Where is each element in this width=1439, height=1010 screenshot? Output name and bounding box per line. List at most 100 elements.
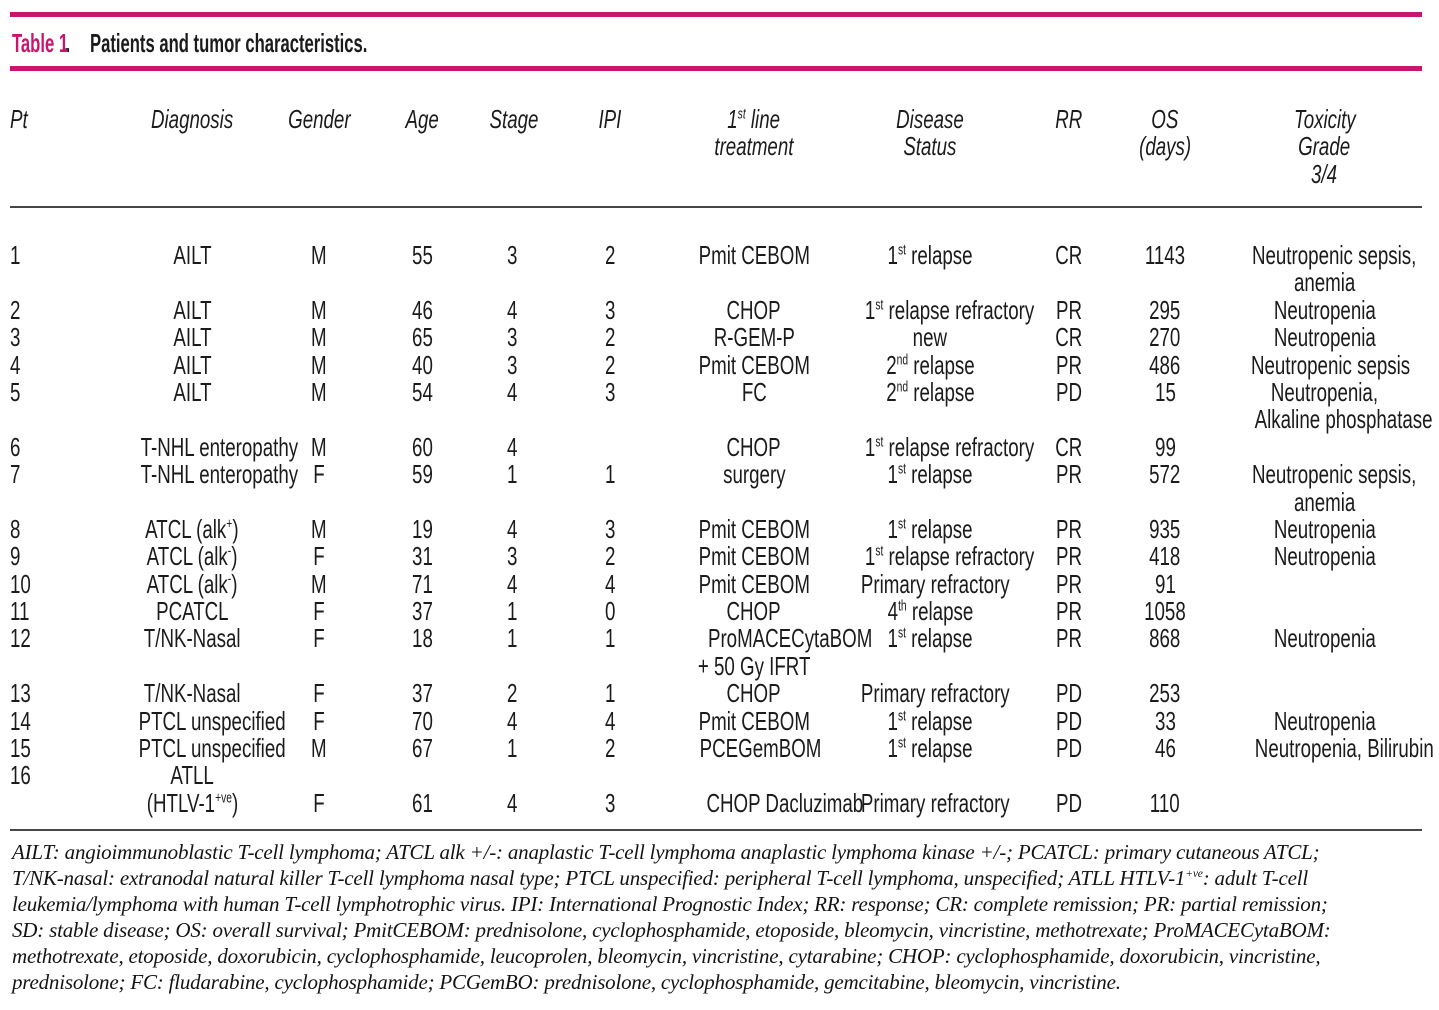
cell-line: PCATCL xyxy=(155,596,229,627)
cell-line: F xyxy=(313,678,325,709)
cell-line: 3 xyxy=(604,787,616,818)
cell-8-diagnosis: ATCL (alk+) xyxy=(110,515,274,543)
cell-12-disease-status: 1st relapse xyxy=(832,625,1028,680)
cell-13-gender: F xyxy=(274,678,364,709)
table-row-2: 2 AILT M 46 4 3 CHOP 1st relapse refractory PR 29… xyxy=(10,294,1429,325)
table-label: Table 1 xyxy=(12,28,69,58)
cell-line: 1st relapse refractory xyxy=(864,431,1035,462)
top-accent-rule xyxy=(10,12,1422,17)
footnote-line: SD: stable disease; OS: overall survival… xyxy=(12,918,1331,942)
cell-7-pt: 7 xyxy=(10,459,110,516)
footer-divider-rule xyxy=(10,829,1422,831)
cell-line xyxy=(544,434,676,461)
cell-line: Pmit CEBOM xyxy=(698,705,810,736)
cell-3-first-line-treatment: R-GEM-P xyxy=(676,323,832,351)
cell-line: 1st relapse xyxy=(887,705,973,736)
cell-15-disease-status: 1st relapse xyxy=(832,733,1028,764)
cell-10-gender: M xyxy=(274,570,364,598)
cell-line: ATCL (alk-) xyxy=(146,541,238,572)
cell-line: Neutropenia xyxy=(1273,513,1376,544)
cell-line: Grade xyxy=(1298,131,1351,162)
cell-line: Pmit CEBOM xyxy=(698,513,810,544)
cell-8-disease-status: 1st relapse xyxy=(832,515,1028,543)
cell-line: 31 xyxy=(411,541,433,572)
cell-6-ipi xyxy=(544,434,676,461)
cell-line: 1 xyxy=(506,623,518,654)
cell-6-gender: M xyxy=(274,433,364,461)
cell-line: CHOP xyxy=(726,596,782,627)
cell-line: 37 xyxy=(411,596,433,627)
cell-11-rr: PR xyxy=(1028,597,1110,625)
cell-line: CHOP Dacluzimab xyxy=(706,787,864,818)
cell-2-rr: PR xyxy=(1028,294,1110,325)
cell-line: 4 xyxy=(604,568,616,599)
cell-line: 3 xyxy=(604,513,616,544)
cell-line: 2nd relapse xyxy=(885,376,975,407)
cell-16-pt: 16 xyxy=(10,762,110,817)
cell-line: PD xyxy=(1055,787,1083,818)
cell-line: Toxicity xyxy=(1293,104,1356,134)
cell-1-toxicity-grade: Neutropenic sepsis, anemia xyxy=(1220,241,1429,297)
cell-line: PTCL unspecified xyxy=(138,733,286,764)
cell-line: M xyxy=(311,294,327,325)
cell-line: PR xyxy=(1055,294,1083,325)
cell-15-ipi: 2 xyxy=(544,734,676,762)
cell-line: 3 xyxy=(10,322,21,353)
cell-3-rr: CR xyxy=(1028,323,1110,351)
cell-11-stage: 1 xyxy=(480,597,544,625)
cell-line xyxy=(832,762,1028,789)
cell-line: Pmit CEBOM xyxy=(698,349,810,380)
cell-line: 61 xyxy=(411,787,433,818)
cell-9-pt: 9 xyxy=(10,542,110,570)
cell-line: 2 xyxy=(506,678,518,709)
cell-13-toxicity-grade xyxy=(1220,680,1429,707)
cell-line: 19 xyxy=(411,513,433,544)
cell-10-toxicity-grade xyxy=(1220,571,1429,598)
cell-line: Neutropenic sepsis xyxy=(1250,349,1411,380)
cell-7-ipi: 1 xyxy=(544,460,676,516)
cell-10-ipi: 4 xyxy=(544,568,676,599)
cell-line: M xyxy=(311,513,327,544)
cell-line: PTCL unspecified xyxy=(138,705,286,736)
table-row-3: 3 AILT M 65 3 2 R-GEM-P new CR 270 Neutropenia xyxy=(10,322,1429,353)
cell-line: 3 xyxy=(506,349,518,380)
cell-line: 54 xyxy=(411,376,433,407)
cell-8-rr: PR xyxy=(1028,515,1110,543)
cell-line xyxy=(1220,598,1429,625)
cell-13-disease-status: Primary refractory xyxy=(832,679,1028,707)
cell-15-rr: PD xyxy=(1028,734,1110,762)
cell-line xyxy=(1110,762,1220,789)
cell-4-toxicity-grade: Neutropenic sepsis xyxy=(1220,349,1429,380)
header-cell-age: Age xyxy=(364,104,480,188)
cell-14-disease-status: 1st relapse xyxy=(832,705,1028,736)
cell-11-toxicity-grade xyxy=(1220,598,1429,625)
cell-16-os-days: 110 xyxy=(1110,762,1220,817)
cell-3-os-days: 270 xyxy=(1110,323,1220,351)
cell-line: 7 xyxy=(10,459,21,490)
cell-13-pt: 13 xyxy=(10,679,110,707)
cell-line: 1st line xyxy=(727,104,781,134)
table-row-9: 9 ATCL (alk-) F 31 3 2 Pmit CEBOM 1st relapse r… xyxy=(10,541,1429,572)
cell-9-ipi: 2 xyxy=(544,542,676,570)
cell-line: 4 xyxy=(506,431,518,462)
cell-line: 15 xyxy=(10,733,31,764)
cell-line: 4 xyxy=(506,705,518,736)
cell-line: PR xyxy=(1055,568,1083,599)
cell-6-age: 60 xyxy=(364,433,480,461)
footnote-line: leukemia/lymphoma with human T-cell lymp… xyxy=(12,892,1328,916)
cell-line: 10 xyxy=(10,568,31,599)
cell-line xyxy=(480,762,544,789)
cell-line: 1st relapse xyxy=(887,733,973,764)
cell-line: Neutropenia, xyxy=(1270,376,1379,407)
cell-line xyxy=(1220,434,1429,461)
cell-line: 572 xyxy=(1149,459,1181,490)
cell-line: AILT xyxy=(172,322,212,353)
cell-line: 65 xyxy=(411,322,433,353)
cell-13-rr: PD xyxy=(1028,679,1110,707)
cell-15-diagnosis: PTCL unspecified xyxy=(110,733,286,764)
cell-2-disease-status: 1st relapse refractory xyxy=(832,296,1034,324)
cell-1-pt: 1 xyxy=(10,241,110,297)
cell-line: ProMACECytaBOM xyxy=(707,623,873,654)
cell-line: Age xyxy=(405,104,439,134)
cell-line: CR xyxy=(1055,431,1083,462)
